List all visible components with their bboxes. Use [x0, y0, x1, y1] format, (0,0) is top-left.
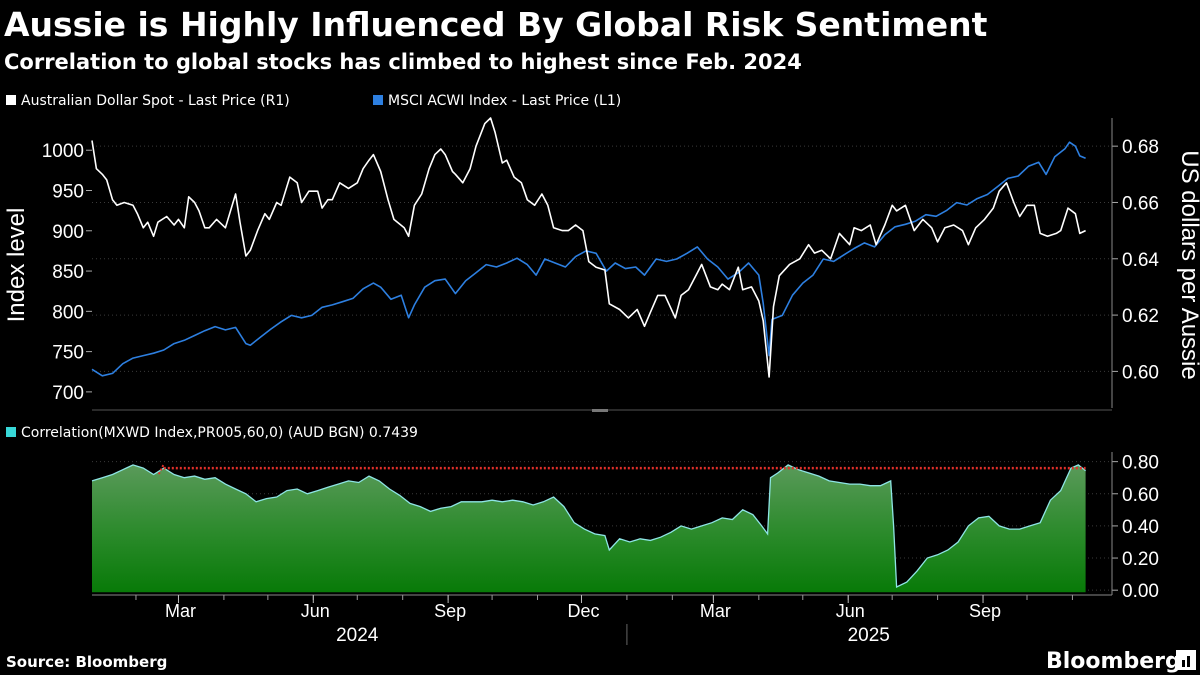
reference-line-marker [157, 463, 165, 475]
right-axis-tick-label: 0.68 [1122, 137, 1159, 158]
correlation-tick-label: 0.80 [1122, 453, 1159, 474]
legend-label-acwi: MSCI ACWI Index - Last Price (L1) [388, 93, 621, 109]
x-axis-tick-label: Jun [836, 601, 865, 621]
panel-splitter-handle[interactable] [592, 409, 608, 412]
left-axis-tick-label: 750 [52, 343, 84, 364]
x-axis-year-label: 2025 [848, 625, 890, 646]
x-axis-tick-label: Dec [567, 601, 599, 621]
x-axis-tick-label: Jun [301, 601, 330, 621]
correlation-tick-label: 0.20 [1122, 549, 1159, 570]
acwi-series-line [91, 141, 1086, 377]
right-axis-tick-label: 0.60 [1122, 362, 1159, 383]
terminal-icon-bar [1182, 660, 1185, 667]
correlation-panel: 0.00 0.20 0.40 0.60 0.80 [91, 452, 1159, 602]
left-axis-tick-label: 800 [52, 302, 84, 323]
x-axis-year-label: 2024 [336, 625, 379, 646]
left-axis-tick-label: 850 [52, 262, 84, 283]
x-axis-tick-label: Mar [165, 601, 196, 621]
right-axis-tick-label: 0.64 [1122, 250, 1159, 271]
right-axis-tick-label: 0.66 [1122, 193, 1159, 214]
left-axis-ticks: 700 750 800 850 900 950 1000 [42, 141, 92, 404]
chart-title: Aussie is Highly Influenced By Global Ri… [4, 5, 988, 44]
brand-wordmark: Bloomberg [1046, 649, 1181, 674]
legend-label-aud: Australian Dollar Spot - Last Price (R1) [21, 93, 290, 109]
x-axis: Mar Jun Sep Dec Mar Jun Sep 2024 2025 [92, 594, 1112, 646]
right-axis-title: US dollars per Aussie [1176, 150, 1200, 379]
bloomberg-logo: Bloomberg [1046, 649, 1196, 674]
right-axis-ticks: 0.60 0.62 0.64 0.66 0.68 [1111, 118, 1159, 408]
left-axis-tick-label: 1000 [42, 141, 84, 162]
left-axis-tick-label: 700 [52, 383, 84, 404]
top-legend: Australian Dollar Spot - Last Price (R1)… [6, 93, 621, 109]
terminal-icon [1176, 650, 1196, 670]
chart-subtitle: Correlation to global stocks has climbed… [4, 50, 802, 74]
legend-swatch-correlation [6, 427, 16, 437]
price-panel-gridlines [92, 145, 1112, 372]
correlation-area-fill [92, 464, 1086, 593]
left-axis-title: Index level [3, 208, 30, 323]
legend-swatch-aud [6, 95, 16, 105]
terminal-icon-bar [1187, 656, 1190, 667]
correlation-tick-label: 0.40 [1122, 517, 1159, 538]
right-axis-tick-label: 0.62 [1122, 306, 1159, 327]
left-axis-tick-label: 950 [52, 182, 84, 203]
source-note: Source: Bloomberg [6, 653, 167, 671]
correlation-tick-label: 0.00 [1122, 581, 1159, 602]
x-axis-tick-label: Sep [434, 601, 466, 621]
legend-label-correlation: Correlation(MXWD Index,PR005,60,0) (AUD … [21, 425, 418, 441]
correlation-axis-ticks: 0.00 0.20 0.40 0.60 0.80 [1111, 452, 1159, 602]
x-axis-tick-label: Sep [969, 601, 1001, 621]
x-axis-tick-label: Mar [700, 601, 731, 621]
price-lines [91, 117, 1086, 378]
correlation-series-line [91, 464, 1087, 589]
left-axis-tick-label: 900 [52, 222, 84, 243]
correlation-tick-label: 0.60 [1122, 485, 1159, 506]
bottom-legend: Correlation(MXWD Index,PR005,60,0) (AUD … [6, 425, 418, 441]
legend-swatch-acwi [373, 95, 383, 105]
correlation-area [91, 463, 1087, 593]
aud-series-line [91, 117, 1086, 378]
